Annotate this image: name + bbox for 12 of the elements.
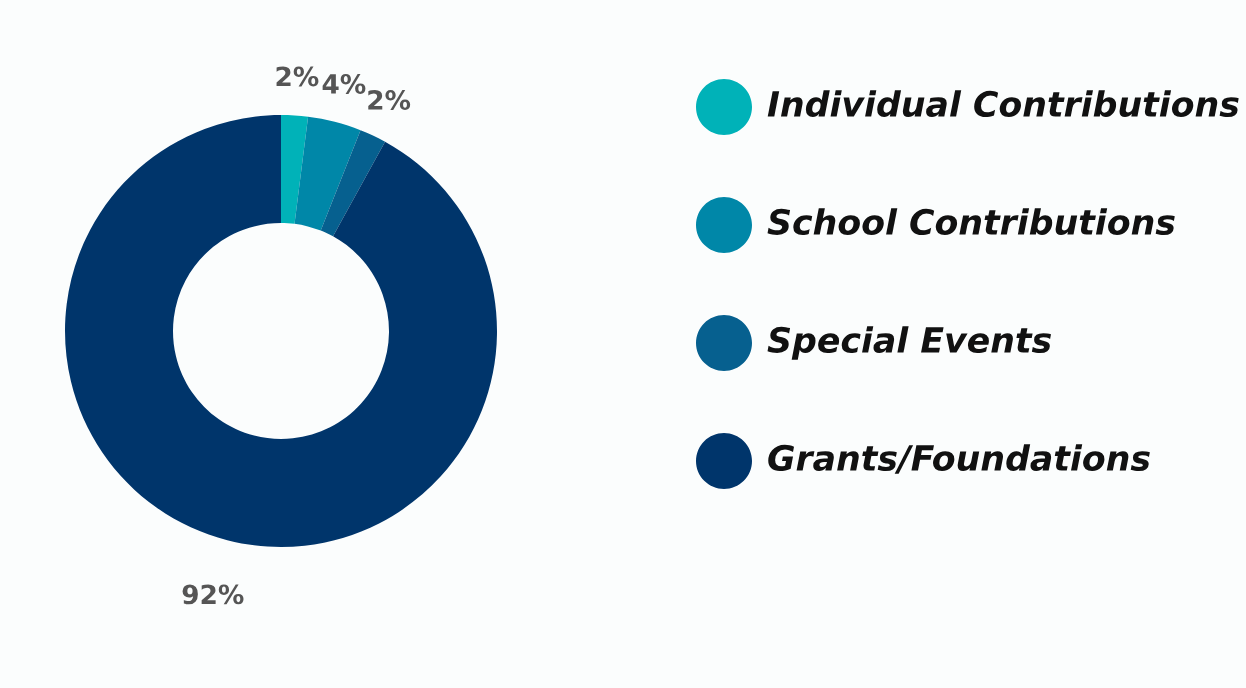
legend-label: Individual Contributions <box>767 90 1239 118</box>
data-label: 92% <box>182 584 244 605</box>
donut-slice <box>65 115 497 547</box>
donut-slice <box>281 115 309 224</box>
donut-slice <box>294 116 361 231</box>
legend-label: Special Events <box>767 326 1051 360</box>
data-label: 2% <box>368 90 411 110</box>
data-label: 4% <box>322 73 366 94</box>
donut-slice <box>320 130 386 237</box>
legend-label: Grants/Foundations <box>768 444 1150 474</box>
legend-label: School Contributions <box>767 208 1175 236</box>
data-label: 2% <box>276 66 319 87</box>
